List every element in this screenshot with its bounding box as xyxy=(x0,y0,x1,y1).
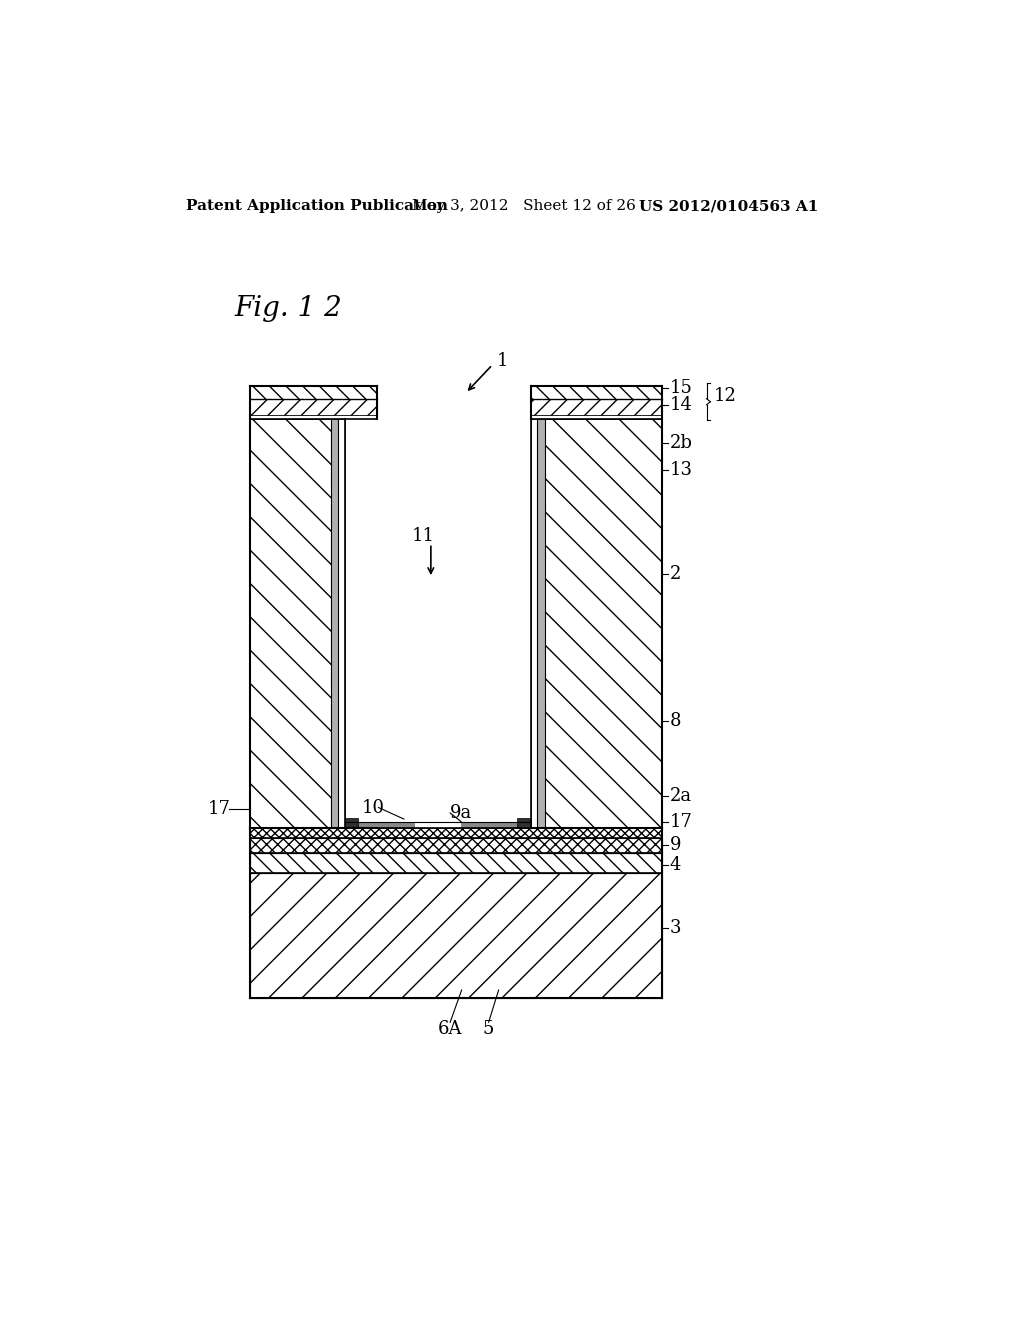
Text: 3: 3 xyxy=(670,920,681,937)
Bar xyxy=(531,418,538,829)
Text: 6A: 6A xyxy=(438,1019,463,1038)
Text: 2: 2 xyxy=(670,565,681,583)
Text: 10: 10 xyxy=(361,799,385,817)
Bar xyxy=(250,838,662,853)
Text: US 2012/0104563 A1: US 2012/0104563 A1 xyxy=(639,199,818,213)
Bar xyxy=(531,385,662,400)
Bar xyxy=(250,400,377,414)
Text: 2a: 2a xyxy=(670,787,691,805)
Text: 13: 13 xyxy=(670,461,692,479)
Bar xyxy=(339,418,345,829)
Text: 9a: 9a xyxy=(451,804,472,822)
Text: 14: 14 xyxy=(670,396,692,413)
Text: 11: 11 xyxy=(412,527,434,545)
Bar xyxy=(345,817,358,829)
Bar xyxy=(250,873,662,998)
Bar xyxy=(345,418,531,817)
Bar xyxy=(517,817,531,829)
Bar xyxy=(358,822,517,829)
Text: 5: 5 xyxy=(483,1019,495,1038)
Text: Fig. 1 2: Fig. 1 2 xyxy=(234,296,342,322)
Bar xyxy=(250,829,662,838)
Bar xyxy=(250,418,331,829)
Text: 17: 17 xyxy=(670,813,692,832)
Bar xyxy=(250,385,377,400)
Bar xyxy=(531,400,662,414)
Bar xyxy=(545,418,662,829)
Text: 17: 17 xyxy=(208,800,230,818)
Text: 12: 12 xyxy=(714,387,737,404)
Text: 4: 4 xyxy=(670,857,681,874)
Text: 1: 1 xyxy=(497,352,508,370)
Bar xyxy=(331,418,339,829)
Text: Patent Application Publication: Patent Application Publication xyxy=(186,199,449,213)
Text: 8: 8 xyxy=(670,711,681,730)
Text: 2b: 2b xyxy=(670,434,692,453)
Bar xyxy=(415,822,461,829)
Text: 9: 9 xyxy=(670,837,681,854)
Bar xyxy=(538,418,545,829)
Text: May 3, 2012   Sheet 12 of 26: May 3, 2012 Sheet 12 of 26 xyxy=(412,199,636,213)
Text: 15: 15 xyxy=(670,379,692,397)
Bar xyxy=(250,853,662,873)
